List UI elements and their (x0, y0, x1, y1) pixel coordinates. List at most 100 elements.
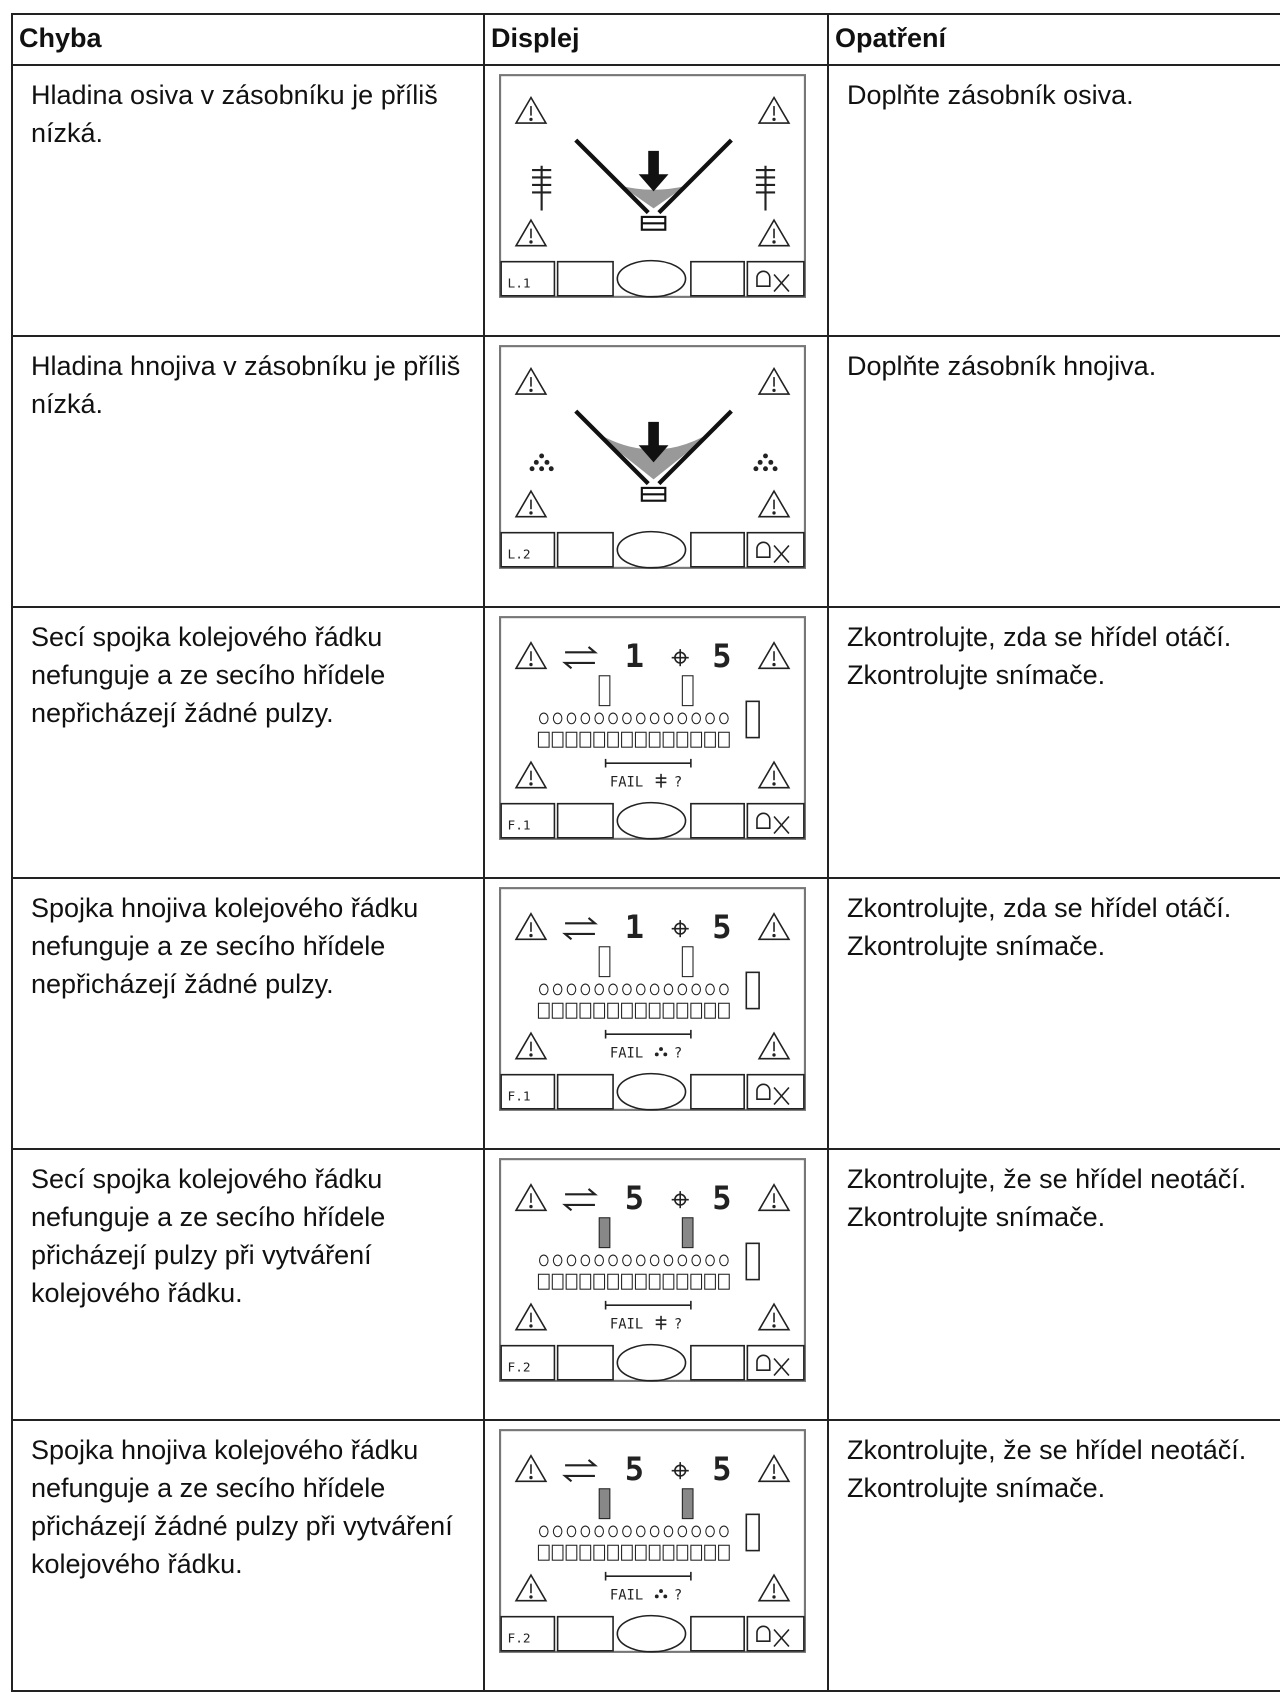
display-code: F.2 (508, 1360, 531, 1375)
display-cell: 5 5 FAIL ? F.2 (483, 1148, 829, 1421)
warning-icon (757, 1031, 791, 1060)
hopper (574, 138, 733, 215)
seed-icon (755, 165, 776, 211)
query-label: ? (674, 1588, 682, 1604)
shaft (537, 1242, 760, 1290)
action-cell: Zkontrolujte, že se hřídel neotáčí. Zkon… (827, 1148, 1280, 1421)
warning-icon (757, 1183, 791, 1212)
error-cell: Spojka hnojiva kolejového řádku nefunguj… (11, 1419, 485, 1692)
warning-icon (757, 760, 791, 789)
warning-icon (514, 95, 548, 124)
table-row: Secí spojka kolejového řádku nefunguje a… (11, 606, 1280, 879)
hopper (574, 409, 733, 486)
warning-icon (757, 218, 791, 247)
header-cell: Chyba (11, 13, 485, 66)
error-cell: Secí spojka kolejového řádku nefunguje a… (11, 606, 485, 879)
display-screen: 1 5 FAIL ? F.1 (499, 887, 806, 1111)
header-cell: Displej (483, 13, 829, 66)
span-arrow (604, 1571, 692, 1581)
display-cell: 1 5 FAIL ? F.1 (483, 877, 829, 1150)
hopper-fill (621, 186, 686, 209)
action-cell: Zkontrolujte, zda se hřídel otáčí. Zkont… (827, 877, 1280, 1150)
shaft (537, 971, 760, 1019)
error-cell: Secí spojka kolejového řádku nefunguje a… (11, 1148, 485, 1421)
error-table: Chyba Displej Opatření Hladina osiva v z… (11, 13, 1280, 1692)
span-arrow (604, 1029, 692, 1039)
button-bar (500, 1614, 805, 1653)
display-cell: L.2 (483, 335, 829, 608)
fail-label: FAIL (610, 775, 643, 791)
table-row: Spojka hnojiva kolejového řádku nefunguj… (11, 877, 1280, 1150)
table-body: Hladina osiva v zásobníku je příliš nízk… (11, 64, 1280, 1692)
fail-label: FAIL (610, 1317, 643, 1333)
warning-icon (514, 366, 548, 395)
tramline-icon (562, 1459, 598, 1483)
warning-icon (757, 95, 791, 124)
display-screen: 5 5 FAIL ? F.2 (499, 1429, 806, 1653)
warning-icon (757, 1302, 791, 1331)
span-arrow (604, 1300, 692, 1310)
display-cell: L.1 (483, 64, 829, 337)
warning-icon (514, 218, 548, 247)
warning-icon (514, 1031, 548, 1060)
seed-icon (655, 1315, 667, 1330)
query-label: ? (674, 1046, 682, 1062)
error-text: Spojka hnojiva kolejového řádku nefunguj… (31, 1435, 453, 1579)
error-cell: Hladina osiva v zásobníku je příliš nízk… (11, 64, 485, 337)
table-row: Secí spojka kolejového řádku nefunguje a… (11, 1148, 1280, 1421)
error-cell: Spojka hnojiva kolejového řádku nefunguj… (11, 877, 485, 1150)
fail-label: FAIL (610, 1588, 643, 1604)
fertilizer-icon (654, 1047, 668, 1057)
tramline-icon (562, 917, 598, 941)
error-text: Secí spojka kolejového řádku nefunguje a… (31, 622, 386, 728)
display-code: L.2 (508, 547, 531, 562)
display-number: 5 (712, 1179, 731, 1217)
clutch-icon (598, 1217, 611, 1249)
action-text: Zkontrolujte, že se hřídel neotáčí. Zkon… (847, 1164, 1247, 1232)
tramline-icon (562, 646, 598, 670)
header-cell: Opatření (827, 13, 1280, 66)
target-icon (671, 649, 689, 667)
clutch-icon (681, 946, 694, 978)
seed-icon (532, 165, 552, 211)
action-cell: Zkontrolujte, že se hřídel neotáčí. Zkon… (827, 1419, 1280, 1692)
action-cell: Zkontrolujte, zda se hřídel otáčí. Zkont… (827, 606, 1280, 879)
target-icon (671, 1191, 689, 1209)
fertilizer-icon (529, 453, 554, 472)
span-arrow (604, 758, 692, 768)
action-text: Zkontrolujte, že se hřídel neotáčí. Zkon… (847, 1435, 1247, 1503)
header-row: Chyba Displej Opatření (11, 13, 1280, 66)
error-cell: Hladina hnojiva v zásobníku je příliš ní… (11, 335, 485, 608)
query-label: ? (674, 1317, 682, 1333)
action-text: Doplňte zásobník hnojiva. (847, 351, 1157, 381)
warning-icon (757, 1454, 791, 1483)
table-row: Spojka hnojiva kolejového řádku nefunguj… (11, 1419, 1280, 1692)
display-cell: 5 5 FAIL ? F.2 (483, 1419, 829, 1692)
warning-icon (757, 1573, 791, 1602)
warning-icon (514, 1454, 548, 1483)
warning-icon (757, 641, 791, 670)
error-text: Secí spojka kolejového řádku nefunguje a… (31, 1164, 386, 1308)
action-cell: Doplňte zásobník osiva. (827, 64, 1280, 337)
warning-icon (514, 641, 548, 670)
fertilizer-icon (753, 453, 778, 472)
level-arrow (638, 150, 669, 192)
display-screen: 5 5 FAIL ? F.2 (499, 1158, 806, 1382)
clutch-icon (598, 946, 611, 978)
button-bar (500, 801, 805, 840)
action-text: Doplňte zásobník osiva. (847, 80, 1134, 110)
display-screen: 1 5 FAIL ? F.1 (499, 616, 806, 840)
error-text: Hladina osiva v zásobníku je příliš nízk… (31, 80, 438, 148)
fail-label: FAIL (610, 1046, 643, 1062)
display-number: 5 (625, 1179, 644, 1217)
display-cell: 1 5 FAIL ? F.1 (483, 606, 829, 879)
shaft (537, 700, 760, 748)
error-text: Hladina hnojiva v zásobníku je příliš ní… (31, 351, 461, 419)
warning-icon (757, 489, 791, 518)
warning-icon (514, 1183, 548, 1212)
display-screen: L.1 (499, 74, 806, 298)
fertilizer-icon (654, 1589, 668, 1599)
display-number: 5 (712, 908, 731, 946)
display-code: F.1 (508, 818, 531, 833)
